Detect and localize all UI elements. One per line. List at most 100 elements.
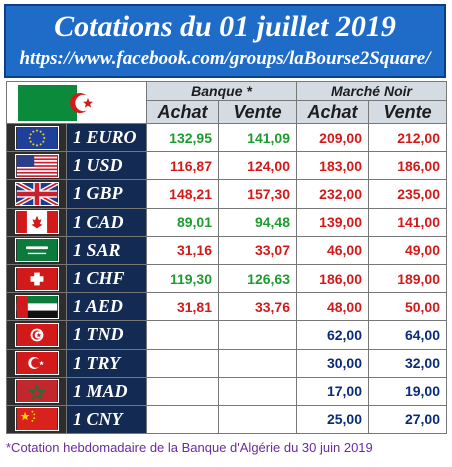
bank-buy-value: 116,87 bbox=[146, 151, 219, 181]
currency-label: 1 USD bbox=[66, 151, 147, 181]
black-buy-value: 30,00 bbox=[296, 348, 369, 378]
bank-sell-value bbox=[218, 320, 297, 350]
uae-flag-icon bbox=[14, 294, 59, 319]
algeria-flag-icon bbox=[17, 84, 136, 121]
black-buy-value: 46,00 bbox=[296, 235, 369, 265]
table-row: 1 MAD 17,00 19,00 bbox=[6, 376, 448, 406]
currency-label: 1 GBP bbox=[66, 179, 147, 209]
bank-sell-value bbox=[218, 376, 297, 406]
black-buy-value: 232,00 bbox=[296, 179, 369, 209]
morocco-flag-icon bbox=[14, 379, 59, 404]
us-flag-icon bbox=[14, 153, 59, 178]
black-sell-value: 32,00 bbox=[367, 348, 448, 378]
bank-sell-value: 124,00 bbox=[218, 151, 297, 181]
table-row: 1 CAD 89,01 94,48 139,00 141,00 bbox=[6, 207, 448, 237]
black-sell-value: 64,00 bbox=[367, 320, 448, 350]
flag-cell bbox=[6, 404, 67, 435]
black-buy-value: 62,00 bbox=[296, 320, 369, 350]
bank-buy-header: Achat bbox=[146, 100, 219, 124]
table-row: 1 AED 31,81 33,76 48,00 50,00 bbox=[6, 292, 448, 322]
black-sell-header: Vente bbox=[367, 100, 448, 124]
flag-cell bbox=[6, 235, 67, 265]
table-row: 1 SAR 31,16 33,07 46,00 49,00 bbox=[6, 235, 448, 265]
header-banner: Cotations du 01 juillet 2019 https://www… bbox=[4, 4, 446, 78]
flag-cell bbox=[6, 292, 67, 322]
black-sell-value: 50,00 bbox=[367, 292, 448, 322]
swiss-flag-icon bbox=[14, 266, 59, 291]
canada-flag-icon bbox=[14, 210, 59, 235]
black-sell-value: 141,00 bbox=[367, 207, 448, 237]
black-sell-value: 19,00 bbox=[367, 376, 448, 406]
uk-flag-icon bbox=[14, 181, 59, 206]
flag-cell bbox=[6, 179, 67, 209]
currency-label: 1 TND bbox=[66, 320, 147, 350]
black-buy-header: Achat bbox=[296, 100, 369, 124]
currency-label: 1 CHF bbox=[66, 263, 147, 294]
currency-label: 1 AED bbox=[66, 292, 147, 322]
flag-cell bbox=[6, 207, 67, 237]
currency-label: 1 MAD bbox=[66, 376, 147, 406]
bank-sell-value bbox=[218, 348, 297, 378]
bank-buy-value: 132,95 bbox=[146, 122, 219, 153]
black-market-group-header: Marché Noir bbox=[295, 81, 448, 101]
table-row: 1 GBP 148,21 157,30 232,00 235,00 bbox=[6, 179, 448, 209]
bank-buy-value: 148,21 bbox=[146, 179, 219, 209]
bank-buy-value bbox=[146, 320, 219, 350]
bank-buy-value bbox=[146, 348, 219, 378]
currency-label: 1 EURO bbox=[66, 122, 147, 153]
bank-buy-value: 119,30 bbox=[146, 263, 219, 294]
page-title: Cotations du 01 juillet 2019 bbox=[54, 10, 396, 43]
table-row: 1 CHF 119,30 126,63 186,00 189,00 bbox=[6, 263, 448, 294]
saudi-flag-icon bbox=[14, 238, 59, 263]
flag-cell bbox=[6, 263, 67, 294]
currency-label: 1 CNY bbox=[66, 404, 147, 435]
flag-cell bbox=[6, 348, 67, 378]
black-buy-value: 139,00 bbox=[296, 207, 369, 237]
bank-group-header: Banque * bbox=[146, 81, 297, 101]
flag-cell bbox=[6, 320, 67, 350]
black-buy-value: 186,00 bbox=[296, 263, 369, 294]
algeria-flag-cell bbox=[6, 81, 147, 124]
eu-flag-icon bbox=[14, 125, 59, 150]
table-row: 1 USD 116,87 124,00 183,00 186,00 bbox=[6, 151, 448, 181]
black-buy-value: 209,00 bbox=[296, 122, 369, 153]
currency-label: 1 TRY bbox=[66, 348, 147, 378]
bank-buy-value bbox=[146, 376, 219, 406]
table-row: 1 TRY 30,00 32,00 bbox=[6, 348, 448, 378]
bank-sell-value: 33,76 bbox=[218, 292, 297, 322]
flag-cell bbox=[6, 376, 67, 406]
group-url[interactable]: https://www.facebook.com/groups/laBourse… bbox=[19, 48, 431, 69]
flag-cell bbox=[6, 122, 67, 153]
bank-sell-value: 157,30 bbox=[218, 179, 297, 209]
bank-sell-value: 141,09 bbox=[218, 122, 297, 153]
bank-sell-value bbox=[218, 404, 297, 435]
black-sell-value: 235,00 bbox=[367, 179, 448, 209]
turkey-flag-icon bbox=[14, 351, 59, 376]
black-sell-value: 27,00 bbox=[367, 404, 448, 435]
table-row: 1 TND 62,00 64,00 bbox=[6, 320, 448, 350]
black-sell-value: 186,00 bbox=[367, 151, 448, 181]
bank-sell-value: 33,07 bbox=[218, 235, 297, 265]
china-flag-icon bbox=[14, 407, 59, 432]
black-sell-value: 212,00 bbox=[367, 122, 448, 153]
footnote: *Cotation hebdomadaire de la Banque d'Al… bbox=[6, 440, 373, 455]
flag-cell bbox=[6, 151, 67, 181]
bank-buy-value: 89,01 bbox=[146, 207, 219, 237]
currency-label: 1 SAR bbox=[66, 235, 147, 265]
black-buy-value: 48,00 bbox=[296, 292, 369, 322]
table-row: 1 EURO 132,95 141,09 209,00 212,00 bbox=[6, 122, 448, 153]
currency-label: 1 CAD bbox=[66, 207, 147, 237]
black-sell-value: 49,00 bbox=[367, 235, 448, 265]
bank-buy-value: 31,16 bbox=[146, 235, 219, 265]
black-buy-value: 17,00 bbox=[296, 376, 369, 406]
bank-sell-header: Vente bbox=[218, 100, 297, 124]
bank-buy-value: 31,81 bbox=[146, 292, 219, 322]
rates-table: Banque * Marché Noir Achat Vente Achat V… bbox=[6, 81, 448, 435]
table-row: 1 CNY 25,00 27,00 bbox=[6, 404, 448, 435]
black-buy-value: 25,00 bbox=[296, 404, 369, 435]
bank-sell-value: 94,48 bbox=[218, 207, 297, 237]
bank-sell-value: 126,63 bbox=[218, 263, 297, 294]
bank-buy-value bbox=[146, 404, 219, 435]
black-sell-value: 189,00 bbox=[367, 263, 448, 294]
tunisia-flag-icon bbox=[14, 322, 59, 347]
